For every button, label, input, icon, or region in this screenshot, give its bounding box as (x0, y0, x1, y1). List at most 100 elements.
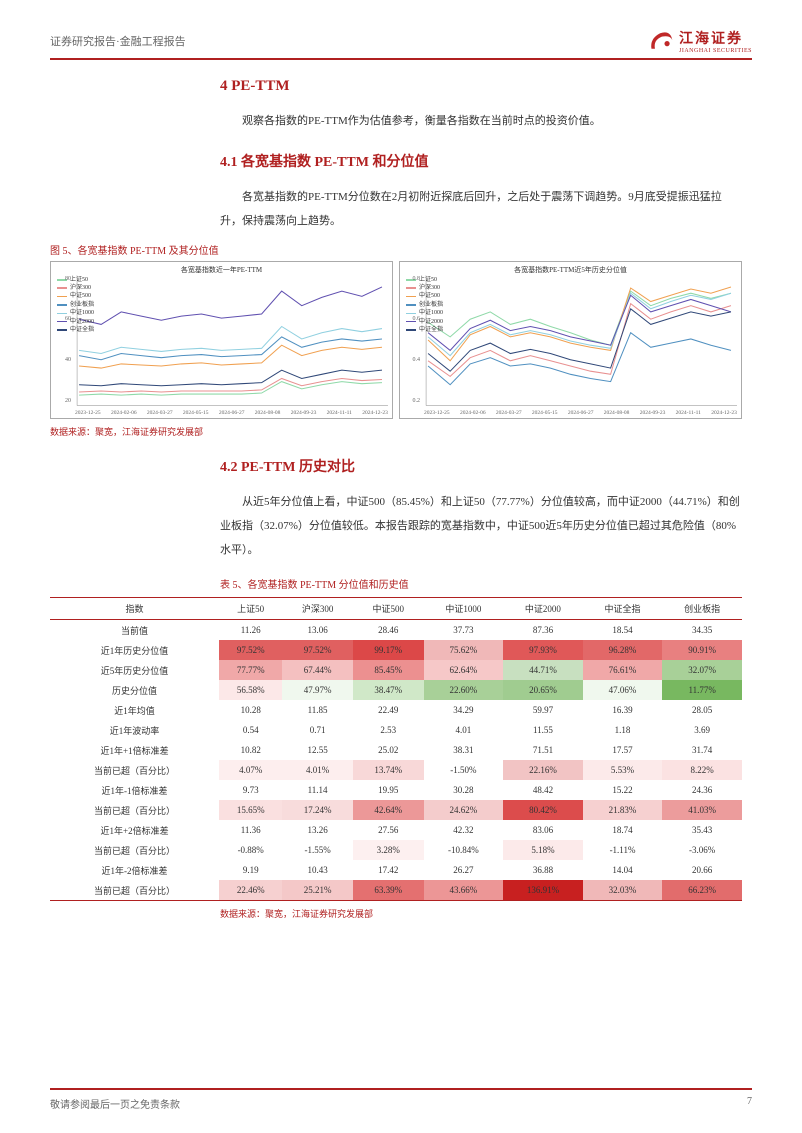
brand-logo: 江海证券 JIANGHAI SECURITIES (648, 28, 752, 54)
table-cell: 59.97 (503, 700, 583, 720)
page-number: 7 (747, 1096, 752, 1111)
table-cell: 8.22% (662, 760, 742, 780)
table-cell: 22.49 (353, 700, 424, 720)
table-cell: 22.46% (219, 880, 282, 901)
table-cell: 11.85 (282, 700, 353, 720)
table-cell: 13.74% (353, 760, 424, 780)
table-cell: 38.47% (353, 680, 424, 700)
table-cell: 32.07% (662, 660, 742, 680)
table-cell: 28.46 (353, 620, 424, 641)
logo-en: JIANGHAI SECURITIES (679, 48, 752, 54)
table-header: 中证全指 (583, 598, 663, 620)
section-4-para: 观察各指数的PE-TTM作为估值参考，衡量各指数在当前时点的投资价值。 (220, 109, 742, 133)
table-cell: 24.62% (424, 800, 504, 820)
table-cell: 26.27 (424, 860, 504, 880)
chart-pe-quantile: 各宽基指数PE-TTM近5年历史分位值 上证50沪深300中证500创业板指中证… (399, 261, 742, 419)
table-header: 中证500 (353, 598, 424, 620)
table-cell: 2.53 (353, 720, 424, 740)
section-42-title: 4.2 PE-TTM 历史对比 (220, 456, 742, 476)
table-cell: -1.11% (583, 840, 663, 860)
table-cell: 66.23% (662, 880, 742, 901)
table-cell: 38.31 (424, 740, 504, 760)
table-cell: 67.44% (282, 660, 353, 680)
table-row-label: 近1年均值 (50, 700, 219, 720)
table-cell: 15.65% (219, 800, 282, 820)
table-header: 指数 (50, 598, 219, 620)
table-cell: 99.17% (353, 640, 424, 660)
table-cell: 35.43 (662, 820, 742, 840)
table-cell: 36.88 (503, 860, 583, 880)
table-cell: -10.84% (424, 840, 504, 860)
table-cell: 15.22 (583, 780, 663, 800)
table-cell: 71.51 (503, 740, 583, 760)
table-cell: 14.04 (583, 860, 663, 880)
table-row-label: 当前已超（百分比） (50, 800, 219, 820)
table-cell: 10.28 (219, 700, 282, 720)
table-cell: 10.43 (282, 860, 353, 880)
table-row-label: 当前已超（百分比） (50, 760, 219, 780)
footer-disclaimer: 敬请参阅最后一页之免责条款 (50, 1096, 180, 1111)
table-cell: 4.01% (282, 760, 353, 780)
table-5: 指数上证50沪深300中证500中证1000中证2000中证全指创业板指当前值1… (50, 597, 742, 901)
table-cell: 20.65% (503, 680, 583, 700)
table-cell: 11.55 (503, 720, 583, 740)
table-cell: -1.55% (282, 840, 353, 860)
table-cell: -0.88% (219, 840, 282, 860)
table-cell: 48.42 (503, 780, 583, 800)
table-cell: -1.50% (424, 760, 504, 780)
table-cell: 44.71% (503, 660, 583, 680)
section-41-title: 4.1 各宽基指数 PE-TTM 和分位值 (220, 151, 742, 171)
header-rule (50, 58, 752, 60)
table-cell: 18.54 (583, 620, 663, 641)
table-cell: 24.36 (662, 780, 742, 800)
table-cell: 136.91% (503, 880, 583, 901)
table-cell: 75.62% (424, 640, 504, 660)
figure-5-caption: 图 5、各宽基指数 PE-TTM 及其分位值 (50, 242, 742, 257)
table-cell: 22.60% (424, 680, 504, 700)
table-cell: 32.03% (583, 880, 663, 901)
table-cell: 19.95 (353, 780, 424, 800)
table-cell: 47.97% (282, 680, 353, 700)
table-cell: 0.71 (282, 720, 353, 740)
table-cell: 9.19 (219, 860, 282, 880)
table-row-label: 近1年波动率 (50, 720, 219, 740)
table-cell: 41.03% (662, 800, 742, 820)
table-cell: 34.35 (662, 620, 742, 641)
table-5-source: 数据来源：聚宽，江海证券研究发展部 (220, 907, 742, 920)
logo-cn: 江海证券 (679, 28, 752, 48)
table-cell: 21.83% (583, 800, 663, 820)
section-4-title: 4 PE-TTM (220, 78, 742, 95)
table-cell: 76.61% (583, 660, 663, 680)
table-cell: 77.77% (219, 660, 282, 680)
table-cell: 22.16% (503, 760, 583, 780)
table-cell: 97.52% (219, 640, 282, 660)
table-cell: 25.02 (353, 740, 424, 760)
figure-5-source: 数据来源：聚宽，江海证券研究发展部 (50, 425, 742, 438)
table-cell: 43.66% (424, 880, 504, 901)
table-row-label: 当前已超（百分比） (50, 840, 219, 860)
table-cell: 97.52% (282, 640, 353, 660)
table-cell: 11.14 (282, 780, 353, 800)
table-cell: 17.57 (583, 740, 663, 760)
table-cell: 42.32 (424, 820, 504, 840)
table-row-label: 当前已超（百分比） (50, 880, 219, 901)
table-cell: 28.05 (662, 700, 742, 720)
table-cell: 11.26 (219, 620, 282, 641)
table-cell: 80.42% (503, 800, 583, 820)
table-row-label: 近1年+1倍标准差 (50, 740, 219, 760)
table-row-label: 近1年历史分位值 (50, 640, 219, 660)
table-row-label: 历史分位值 (50, 680, 219, 700)
table-cell: -3.06% (662, 840, 742, 860)
table-cell: 62.64% (424, 660, 504, 680)
logo-icon (648, 28, 674, 54)
table-header: 中证2000 (503, 598, 583, 620)
table-5-caption: 表 5、各宽基指数 PE-TTM 分位值和历史值 (220, 576, 742, 591)
table-cell: 25.21% (282, 880, 353, 901)
table-cell: 18.74 (583, 820, 663, 840)
table-row-label: 近1年+2倍标准差 (50, 820, 219, 840)
table-cell: 5.53% (583, 760, 663, 780)
table-cell: 4.07% (219, 760, 282, 780)
table-cell: 13.06 (282, 620, 353, 641)
table-row-label: 近1年-2倍标准差 (50, 860, 219, 880)
table-cell: 63.39% (353, 880, 424, 901)
